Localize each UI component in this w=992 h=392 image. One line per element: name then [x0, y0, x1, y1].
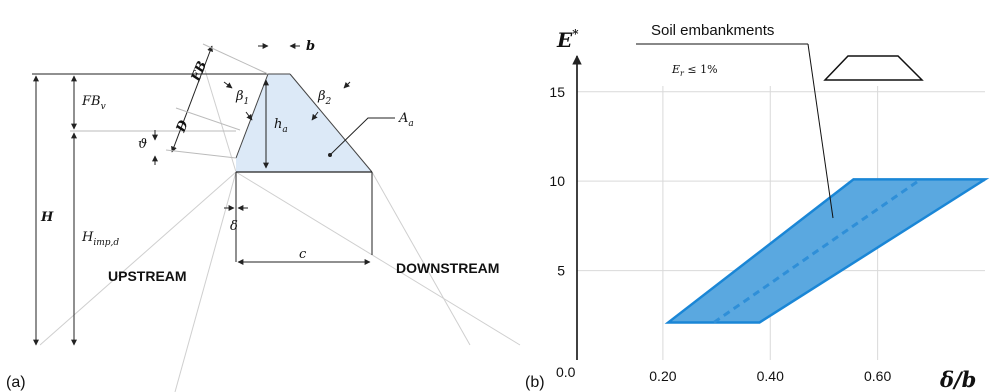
annotation-er: Er ≤ 1% [671, 63, 718, 78]
label-aa: Aa [398, 111, 414, 129]
tick-labels: 5 10 15 0.20 0.40 0.60 [549, 84, 891, 384]
label-theta: ϑ [138, 137, 147, 152]
y-axis-label: E* [556, 27, 579, 52]
label-d: D [173, 118, 192, 136]
label-upstream: UPSTREAM [108, 268, 187, 284]
panel-b-label: (b) [525, 374, 545, 391]
annotation-soil-embankments: Soil embankments [651, 22, 774, 39]
chart-grid [577, 86, 985, 360]
beta1-arrow [245, 111, 253, 121]
crest-arrow-left [223, 81, 233, 89]
annotation-leader [807, 43, 834, 219]
crest-arrow-right [343, 81, 351, 89]
label-fbv: FBv [81, 94, 106, 112]
y-tick-label: 10 [549, 173, 565, 189]
label-b: b [306, 39, 315, 54]
band-median-line [713, 178, 922, 324]
y-tick-label: 15 [549, 84, 565, 100]
dam-section [236, 74, 372, 172]
aa-dot [328, 153, 332, 157]
trapezoid-embankment-icon [823, 55, 924, 81]
label-beta2: β2 [317, 89, 332, 107]
label-himp: Himp,d [81, 230, 119, 248]
x-tick-label: 0.40 [757, 368, 784, 384]
fb-tick-top [202, 43, 269, 75]
label-downstream: DOWNSTREAM [396, 260, 499, 276]
d-tick [175, 107, 241, 131]
label-ha: ha [274, 117, 288, 135]
beta2-arrow [311, 111, 319, 121]
label-beta1: β1 [235, 89, 249, 107]
panel-b: 5 10 15 0.20 0.40 0.60 0.0 E* δ/b (b) Soil em… [525, 22, 990, 392]
x-tick-label: 0.60 [864, 368, 891, 384]
panel-a-label: (a) [6, 374, 26, 391]
label-fb: FB [188, 59, 210, 84]
fb-dimension [171, 45, 213, 153]
label-delta: δ [230, 219, 238, 234]
label-c: c [299, 247, 307, 262]
panel-a: b FB FBv β1 β2 D ϑ ha Aa H Himp,d δ c UP… [6, 39, 521, 392]
theta-tick [165, 149, 237, 159]
origin-label: 0.0 [556, 364, 576, 380]
y-tick-label: 5 [557, 263, 565, 279]
label-h: H [40, 210, 54, 225]
dam-downstream-face [289, 73, 373, 173]
x-tick-label: 0.20 [649, 368, 676, 384]
soil-embankment-band [664, 178, 990, 324]
x-axis-label: δ/b [939, 367, 976, 392]
aa-leader [329, 117, 395, 156]
